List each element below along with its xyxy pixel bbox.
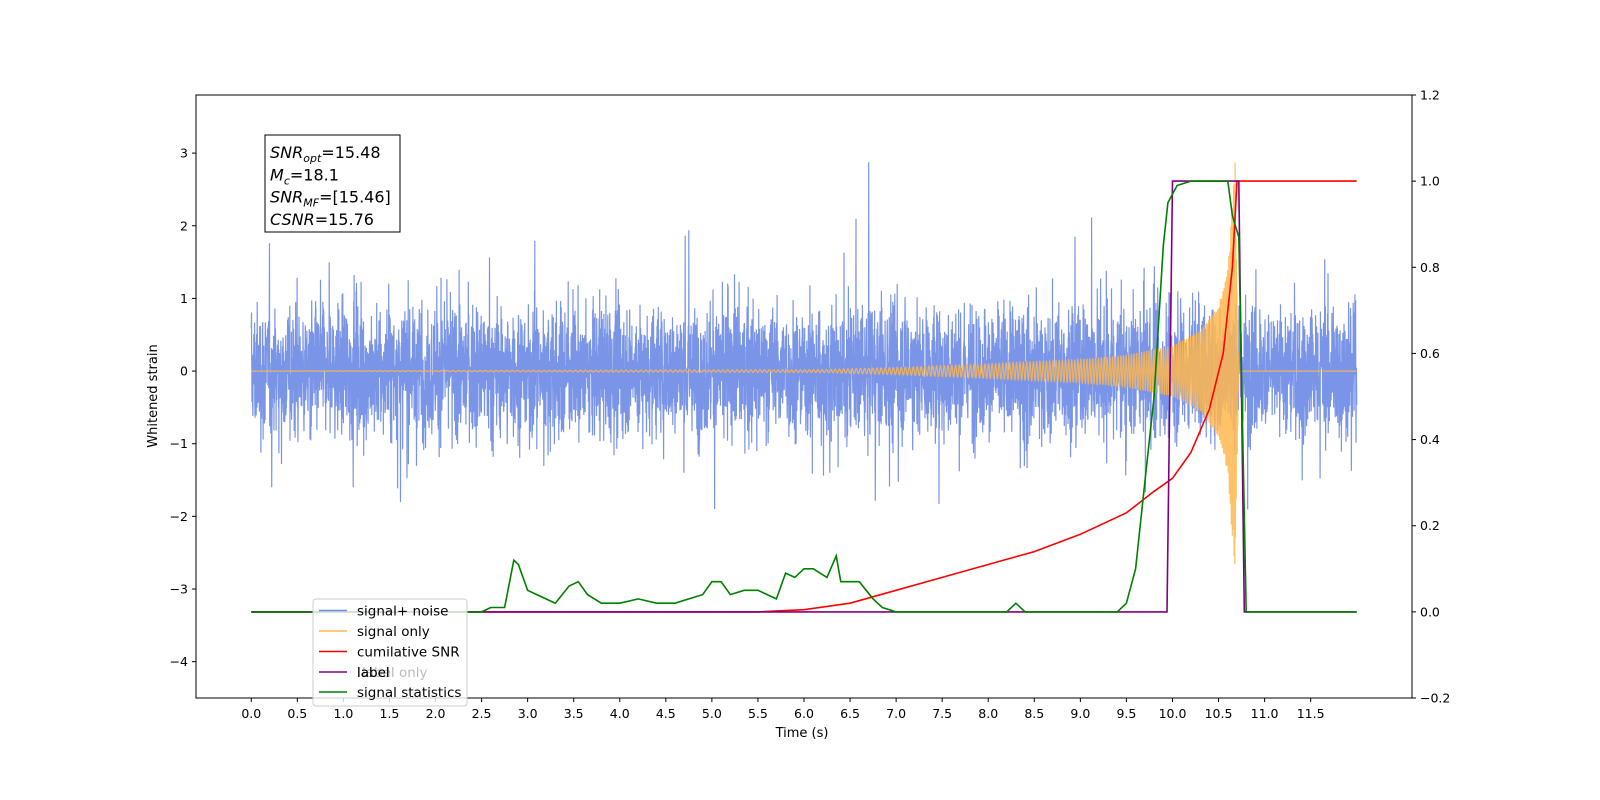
y-tick-label: 3 (180, 146, 188, 161)
legend-frame (312, 598, 468, 707)
info-symbol: SNR (270, 188, 303, 207)
y-tick-label: −1 (170, 436, 188, 451)
y-tick-label: −3 (170, 582, 188, 597)
x-tick-label: 8.5 (1024, 706, 1044, 721)
info-symbol: CSNR (270, 210, 315, 229)
y-tick-label: 2 (180, 218, 188, 233)
info-line: CSNR=15.76 (270, 210, 374, 229)
x-tick-label: 5.5 (748, 706, 768, 721)
info-subscript: c (284, 174, 290, 187)
x-tick-label: 5.0 (702, 706, 722, 721)
x-tick-label: 2.0 (426, 706, 446, 721)
x-tick-label: 11.5 (1297, 706, 1325, 721)
series-layer (250, 162, 1358, 613)
info-box-frame (264, 134, 401, 233)
y-axis-left: 3 2 1 0 −1 −2 −3 −4 (170, 146, 196, 669)
y-axis-right: 1.2 1.0 0.8 0.6 0.4 0.2 0.0 −0.2 (1412, 88, 1450, 706)
info-line: SNRopt=15.48 (270, 143, 381, 165)
x-tick-label: 0.0 (241, 706, 261, 721)
legend-label: label only (362, 665, 428, 681)
y-tick-label: 0 (180, 364, 188, 379)
x-tick-label: 1.5 (380, 706, 400, 721)
x-tick-label: 6.0 (794, 706, 814, 721)
series-signal-only (251, 162, 1357, 565)
info-symbol: M (270, 165, 284, 184)
info-subscript: MF (303, 197, 319, 210)
series-cumilative-snr (251, 180, 1357, 613)
info-value: =15.48 (321, 143, 380, 162)
y2-tick-label: 1.2 (1420, 88, 1440, 103)
y2-tick-label: −0.2 (1420, 691, 1450, 706)
x-tick-label: 4.5 (656, 706, 676, 721)
legend-label: signal only (357, 624, 430, 640)
y2-tick-label: 1.0 (1420, 174, 1440, 189)
y2-tick-label: 0.0 (1420, 604, 1440, 619)
x-tick-label: 2.5 (472, 706, 492, 721)
y2-tick-label: 0.8 (1420, 260, 1440, 275)
x-axis-label: Time (s) (775, 726, 829, 741)
info-value: =18.1 (290, 165, 339, 184)
info-subscript: opt (303, 152, 322, 165)
y-tick-label: −2 (170, 509, 188, 524)
info-symbol: SNR (270, 143, 303, 162)
x-tick-label: 3.5 (564, 706, 584, 721)
y-tick-label: −4 (170, 654, 188, 669)
series-signal-statistics (251, 180, 1357, 613)
y2-tick-label: 0.6 (1420, 346, 1440, 361)
x-tick-label: 9.0 (1070, 706, 1090, 721)
legend-label: signal statistics (357, 685, 461, 701)
legend: signal+ noise signal only cumilative SNR la… (312, 598, 468, 707)
legend-label: label (357, 665, 390, 681)
x-tick-label: 11.0 (1251, 706, 1279, 721)
info-line: Mc=18.1 (270, 165, 339, 187)
x-axis: 0.0 0.5 1.0 1.5 2.0 2.5 3.0 3.5 4.0 4.5 5.0 5.5 6.0 6… (241, 698, 1325, 721)
x-tick-label: 3.0 (518, 706, 538, 721)
y2-tick-label: 0.2 (1420, 518, 1440, 533)
info-value: =15.76 (315, 210, 374, 229)
x-tick-label: 0.5 (287, 706, 307, 721)
x-tick-label: 8.0 (978, 706, 998, 721)
info-value: =[15.46] (319, 188, 391, 207)
legend-label: cumilative SNR (357, 645, 460, 661)
info-line: SNRMF=[15.46] (270, 188, 391, 210)
x-tick-label: 10.5 (1205, 706, 1233, 721)
info-annotation-box: SNRopt=15.48Mc=18.1SNRMF=[15.46]CSNR=15.… (264, 134, 401, 233)
x-tick-label: 6.5 (840, 706, 860, 721)
y2-tick-label: 0.4 (1420, 432, 1440, 447)
y-tick-label: 1 (180, 291, 188, 306)
x-tick-label: 4.0 (610, 706, 630, 721)
y-axis-label: Whitened strain (146, 344, 161, 447)
x-tick-label: 7.0 (886, 706, 906, 721)
legend-label: signal+ noise (357, 604, 448, 620)
x-tick-label: 1.0 (333, 706, 353, 721)
x-tick-label: 10.0 (1159, 706, 1187, 721)
x-tick-label: 7.5 (932, 706, 952, 721)
legend-label-overlay: label (357, 665, 390, 681)
x-tick-label: 9.5 (1116, 706, 1136, 721)
